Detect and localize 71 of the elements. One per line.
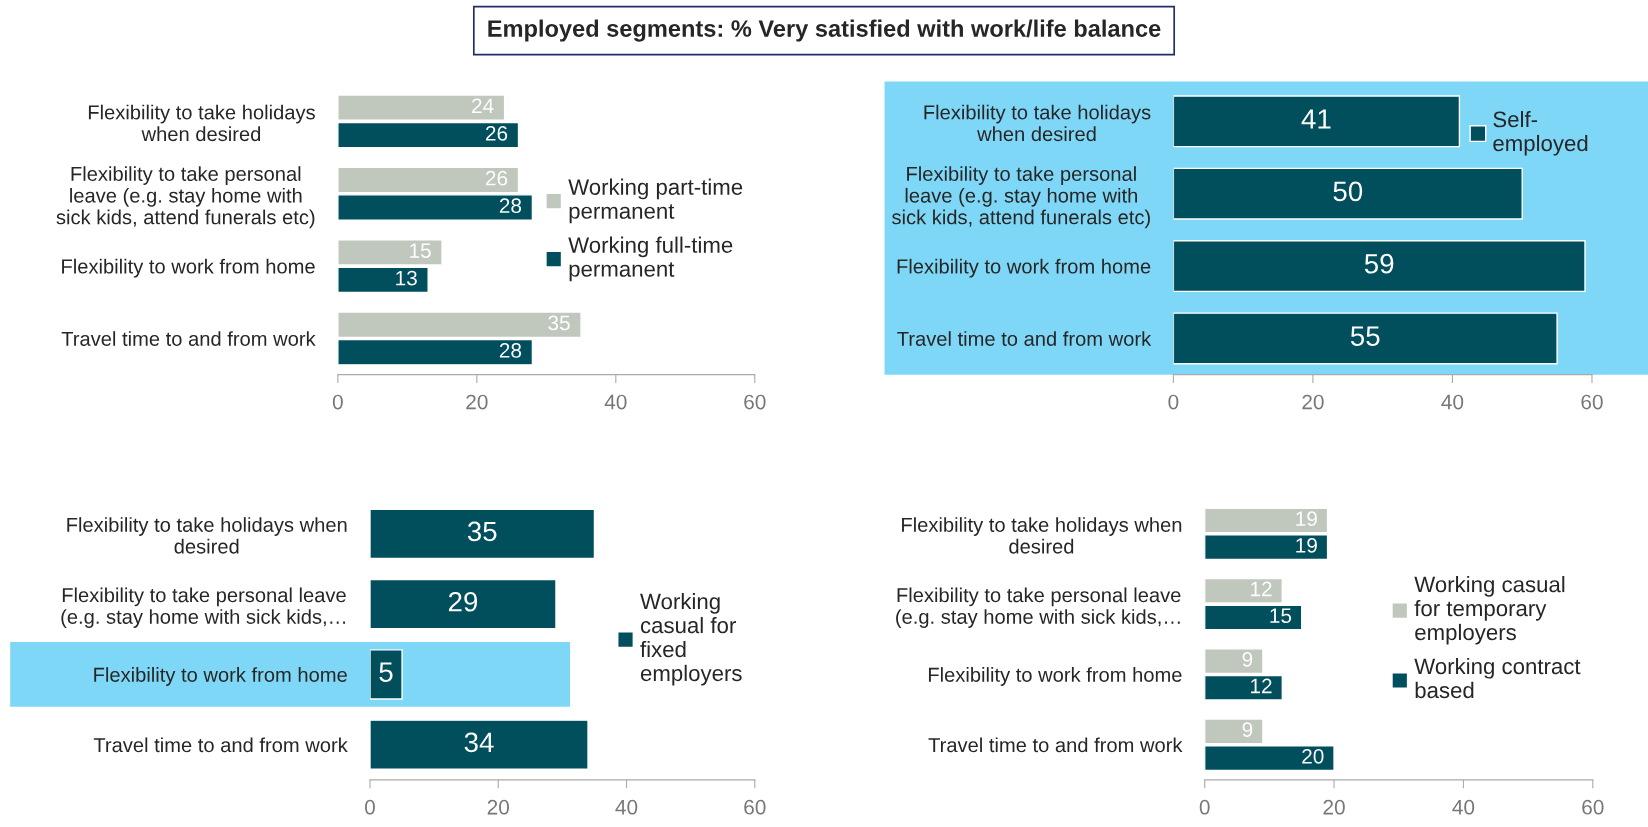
data-label: 35 (467, 521, 497, 542)
legend-label: Working contract based (1414, 657, 1581, 699)
data-label: 9 (1242, 651, 1253, 667)
y-tick-label: Flexibility to take personal leave (e.g. stay home with sick kids, attend funerals etc) (892, 166, 1150, 229)
x-tick-label: 0 (1168, 394, 1179, 410)
data-label: 12 (1251, 581, 1272, 597)
y-tick-label: Travel time to and from work (928, 737, 1183, 753)
data-label: 9 (1242, 722, 1253, 737)
data-label: 20 (1302, 748, 1324, 764)
data-label: 35 (548, 315, 570, 331)
data-label: 55 (1350, 326, 1380, 346)
data-label: 19 (1296, 538, 1317, 553)
y-tick-label: Flexibility to take holidays when desired (88, 104, 315, 142)
data-label: 12 (1251, 678, 1272, 694)
y-tick-label: Travel time to and from work (61, 331, 316, 346)
y-tick-label: Flexibility to work from home (897, 258, 1151, 278)
y-tick-label: Flexibility to take personal leave (e.g. stay home with sick kids,… (896, 587, 1181, 628)
x-tick-label: 60 (744, 799, 766, 815)
x-tick-label: 40 (604, 394, 627, 410)
x-tick-label: 60 (744, 394, 766, 410)
data-label: 41 (1301, 109, 1331, 129)
data-label: 24 (472, 98, 494, 113)
data-label: 59 (1364, 253, 1394, 274)
bar (369, 508, 596, 560)
data-label: 26 (485, 170, 508, 186)
bar (369, 649, 403, 700)
data-label: 28 (499, 198, 522, 214)
bar (1173, 312, 1558, 365)
bar (369, 719, 589, 770)
x-tick-label: 20 (1323, 799, 1345, 815)
y-tick-label: Travel time to and from work (93, 737, 348, 753)
y-tick-label: Flexibility to work from home (94, 667, 347, 686)
y-tick-label: Flexibility to work from home (928, 667, 1182, 686)
bar (1173, 240, 1586, 293)
x-tick-label: 40 (615, 799, 638, 815)
data-label: 34 (464, 732, 494, 753)
data-label: 29 (448, 591, 478, 612)
legend-label: Self- employed (1493, 110, 1588, 156)
data-label: 28 (499, 343, 522, 358)
text: Employed segments: % Very satisfied with work/life balance (488, 19, 1161, 42)
x-tick-label: 20 (487, 799, 510, 815)
legend-label: Working full-time permanent (568, 236, 733, 282)
x-tick-label: 0 (365, 799, 375, 815)
bar (1173, 167, 1523, 220)
x-tick-label: 60 (1581, 394, 1603, 410)
data-label: 15 (410, 243, 431, 258)
x-tick-label: 40 (1441, 394, 1464, 410)
data-label: 13 (396, 270, 417, 286)
y-tick-label: Flexibility to take personal leave (e.g. stay home with sick kids, attend funerals etc) (56, 166, 315, 229)
y-tick-label: Flexibility to take personal leave (e.g. stay home with sick kids,… (61, 587, 346, 628)
data-label: 19 (1296, 511, 1317, 527)
y-tick-label: Flexibility to take holidays when desired (924, 104, 1151, 142)
y-tick-label: Flexibility to work from home (62, 258, 315, 278)
x-tick-label: 0 (1199, 799, 1210, 815)
x-tick-label: 20 (466, 394, 488, 410)
y-tick-label: Travel time to and from work (897, 331, 1152, 346)
data-label: 15 (1270, 608, 1292, 624)
x-tick-label: 60 (1582, 799, 1604, 815)
bar (369, 578, 557, 630)
x-tick-label: 0 (332, 394, 343, 410)
x-tick-label: 20 (1302, 394, 1324, 410)
data-label: 50 (1333, 181, 1363, 202)
bar (1173, 95, 1461, 148)
y-tick-label: Flexibility to take holidays when desired (902, 517, 1182, 554)
legend-label: Working casual for temporary employers (1414, 575, 1565, 645)
data-label: 26 (485, 125, 508, 141)
legend-label: Working casual for fixed employers (640, 593, 742, 686)
x-tick-label: 40 (1452, 799, 1475, 815)
legend-label: Working part-time permanent (568, 178, 743, 224)
y-tick-label: Flexibility to take holidays when desired (67, 517, 347, 554)
data-label: 5 (379, 662, 393, 682)
